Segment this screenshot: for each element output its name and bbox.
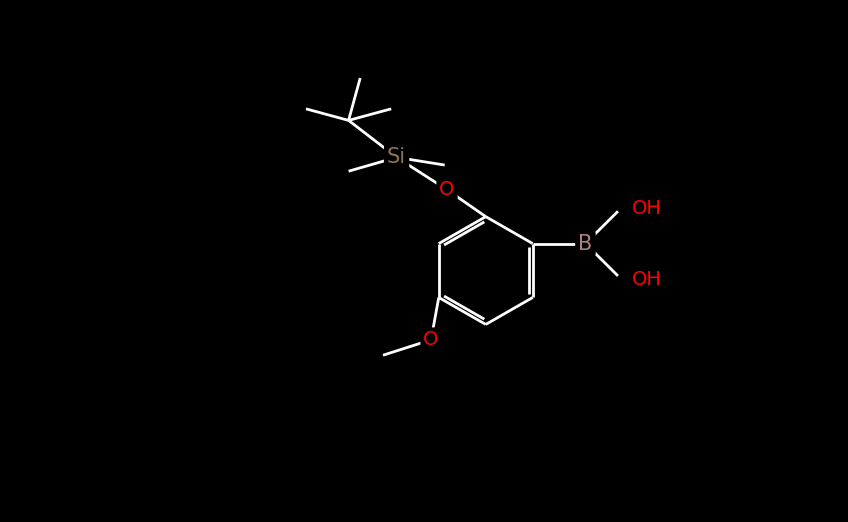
Text: B: B (578, 233, 593, 254)
Text: O: O (439, 180, 455, 199)
Text: Si: Si (387, 147, 406, 168)
Text: O: O (423, 330, 438, 349)
Text: OH: OH (632, 199, 661, 218)
Text: OH: OH (632, 269, 661, 289)
